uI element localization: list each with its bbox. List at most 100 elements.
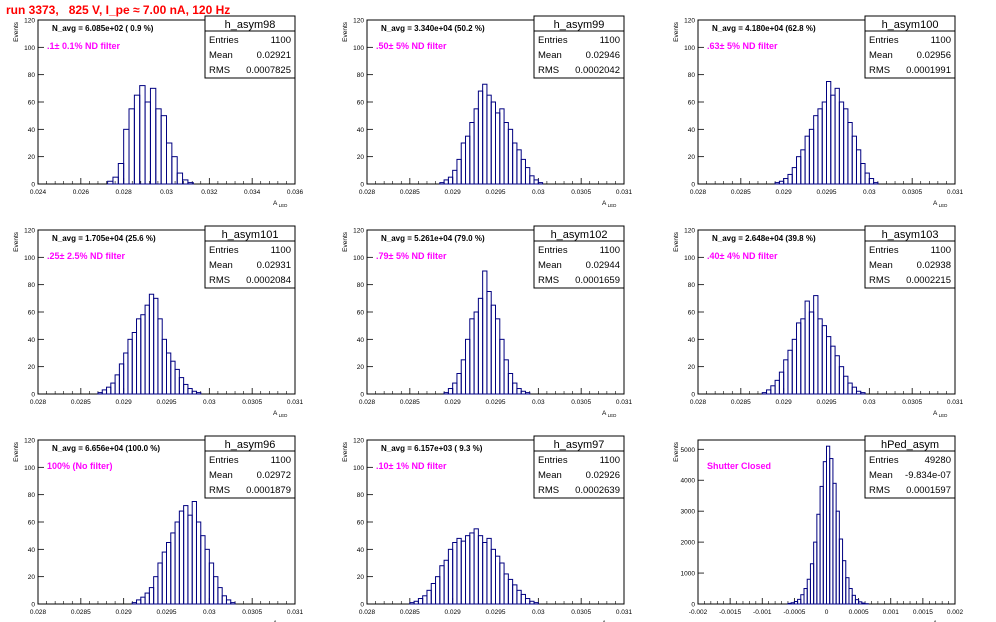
x-tick-label: 0.028 <box>116 189 133 196</box>
histogram-bar <box>507 373 514 395</box>
histogram-bar <box>230 602 236 605</box>
y-tick-label: 120 <box>353 438 364 445</box>
histogram-bar <box>182 179 189 185</box>
y-tick-label: 0 <box>691 602 695 609</box>
histogram-bar <box>804 135 810 185</box>
stats-label-mean: Mean <box>869 50 893 61</box>
histogram-bar <box>106 386 112 395</box>
histogram-bar <box>821 325 828 395</box>
histogram-bar <box>178 510 185 605</box>
stats-value-rms: 0.0001597 <box>906 485 951 496</box>
histogram-bar <box>533 602 539 605</box>
filter-note: .10± 1% ND filter <box>376 461 447 471</box>
histogram-bar <box>516 388 522 395</box>
histogram-bar <box>166 542 172 605</box>
x-tick-label: 0.0285 <box>400 399 420 406</box>
stats-box <box>204 435 296 499</box>
histogram-bar <box>826 336 832 395</box>
histogram-bar <box>439 565 445 605</box>
histogram-bar <box>195 521 202 605</box>
stats-title: h_asym101 <box>222 229 279 241</box>
histogram-bar <box>482 542 488 605</box>
stats-label-mean: Mean <box>209 50 233 61</box>
navg-label: N_avg = 5.261e+04 (79.0 %) <box>381 234 485 243</box>
x-tick-label: 0.002 <box>947 609 964 616</box>
histogram-bar <box>787 173 793 185</box>
y-tick-label: 20 <box>28 154 36 161</box>
x-tick-label: 0.0285 <box>731 399 751 406</box>
histogram-bar <box>761 392 768 395</box>
y-axis-label: Events <box>342 21 349 42</box>
histogram-bar <box>144 592 150 605</box>
stats-value-entries: 1100 <box>271 35 291 46</box>
histogram-bar <box>465 535 471 605</box>
x-tick-label: 0.0295 <box>817 189 837 196</box>
y-tick-label: 100 <box>684 45 695 52</box>
x-tick-label: 0.028 <box>359 189 376 196</box>
stats-box <box>864 15 956 79</box>
y-tick-label: 0 <box>31 392 35 399</box>
histogram-bar <box>439 182 445 185</box>
x-axis-label: A LED <box>273 410 288 418</box>
y-tick-label: 80 <box>28 492 36 499</box>
x-tick-label: 0.029 <box>116 399 133 406</box>
histogram-bar <box>477 535 484 605</box>
histogram-bar <box>796 156 802 185</box>
stats-value-rms: 0.0002084 <box>246 275 291 286</box>
histogram-bar <box>490 548 497 605</box>
stats-value-rms: 0.0002639 <box>575 485 620 496</box>
y-tick-label: 20 <box>357 364 365 371</box>
histogram-bar <box>460 142 467 185</box>
histogram-bar <box>460 540 467 605</box>
navg-label: N_avg = 1.705e+04 (25.6 %) <box>52 234 156 243</box>
histogram-bar <box>800 318 806 395</box>
stats-value-mean: 0.02972 <box>257 470 291 481</box>
histogram-bar <box>499 562 505 605</box>
stats-box <box>864 225 956 289</box>
x-tick-label: 0 <box>825 609 829 616</box>
y-tick-label: 0 <box>691 182 695 189</box>
x-axis-label: A LED <box>933 410 948 418</box>
x-tick-label: 0.028 <box>30 399 47 406</box>
histogram-bar <box>171 156 178 185</box>
stats-value-entries: 1100 <box>931 35 951 46</box>
y-tick-label: 120 <box>353 228 364 235</box>
y-tick-label: 40 <box>357 547 365 554</box>
histogram-bar <box>524 167 531 185</box>
histogram-bar <box>447 176 454 185</box>
x-tick-label: 0.0285 <box>71 399 91 406</box>
histogram-bar <box>144 101 151 185</box>
y-tick-label: 120 <box>684 228 695 235</box>
x-tick-label: 0.0285 <box>400 189 420 196</box>
histogram-bar <box>813 115 819 185</box>
y-tick-label: 80 <box>357 282 365 289</box>
y-tick-label: 20 <box>688 364 696 371</box>
histogram-bar <box>170 360 176 395</box>
stats-value-mean: -9.834e-07 <box>905 470 951 481</box>
histogram-bar <box>512 584 518 605</box>
histogram-bar <box>160 115 167 185</box>
y-tick-label: 20 <box>688 154 696 161</box>
x-tick-label: -0.0005 <box>783 609 805 616</box>
x-tick-label: 0.0295 <box>157 399 177 406</box>
stats-label-rms: RMS <box>538 275 559 286</box>
y-tick-label: 20 <box>357 574 365 581</box>
histogram-bar <box>808 311 815 395</box>
x-tick-label: 0.031 <box>287 399 304 406</box>
stats-label-rms: RMS <box>538 65 559 76</box>
y-tick-label: 60 <box>357 310 365 317</box>
histogram-bar <box>533 179 539 185</box>
stats-value-mean: 0.02921 <box>257 50 291 61</box>
x-tick-label: 0.024 <box>30 189 47 196</box>
filter-note: 100% (No filter) <box>47 461 113 471</box>
histogram-bar <box>469 122 475 185</box>
y-tick-label: 60 <box>357 100 365 107</box>
histogram-bar <box>97 392 103 395</box>
stats-label-entries: Entries <box>538 35 568 46</box>
y-axis-label: Events <box>673 21 680 42</box>
y-tick-label: 20 <box>28 574 36 581</box>
histogram-bar <box>114 374 120 395</box>
y-tick-label: 60 <box>28 310 36 317</box>
histogram-panel-h_asym97: 0.028 0.0285 0.029 0.0295 0.03 0.0305 0.031 0 20… <box>342 435 633 622</box>
histogram-bar <box>139 85 146 185</box>
